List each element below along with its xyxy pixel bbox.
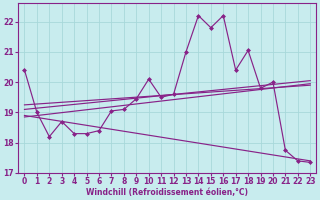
X-axis label: Windchill (Refroidissement éolien,°C): Windchill (Refroidissement éolien,°C)	[86, 188, 248, 197]
